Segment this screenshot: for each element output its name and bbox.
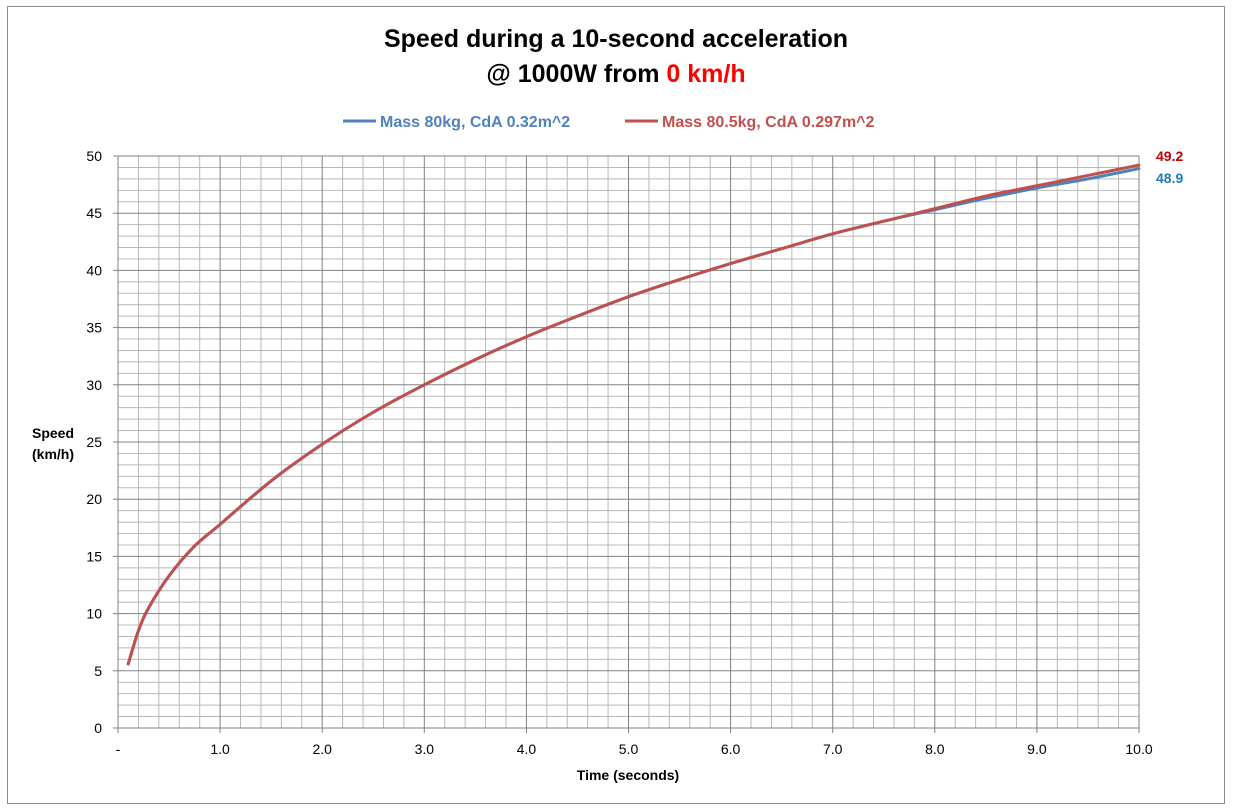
x-tick-label: 3.0	[415, 741, 435, 757]
end-label-series-1: 48.9	[1156, 170, 1183, 186]
chart-title-line2-highlight: 0 km/h	[666, 60, 745, 88]
x-tick-label: 1.0	[210, 741, 230, 757]
x-tick-label: 10.0	[1125, 741, 1152, 757]
axes	[113, 155, 1140, 733]
y-tick-labels: 0 5 10 15 20 25 30 35 40 45 50	[86, 148, 102, 736]
y-tick-label: 20	[86, 491, 102, 507]
y-tick-label: 50	[86, 148, 102, 164]
chart-title-line1: Speed during a 10-second acceleration	[384, 25, 848, 53]
major-gridlines	[118, 155, 1140, 728]
x-tick-label: 8.0	[925, 741, 945, 757]
x-tick-labels: - 1.0 2.0 3.0 4.0 5.0 6.0 7.0 8.0 9.0 10.0	[116, 741, 1153, 757]
y-axis-title-line2: (km/h)	[32, 446, 74, 462]
y-tick-label: 45	[86, 205, 102, 221]
y-tick-label: 5	[94, 663, 102, 679]
chart-title-line2-prefix: @ 1000W from	[486, 60, 666, 88]
x-tick-label: 2.0	[312, 741, 332, 757]
y-tick-label: 0	[94, 720, 102, 736]
x-tick-label: -	[116, 741, 121, 757]
legend: Mass 80kg, CdA 0.32m^2 Mass 80.5kg, CdA …	[343, 114, 875, 131]
series-line-2	[126, 163, 1141, 666]
x-tick-label: 9.0	[1027, 741, 1047, 757]
x-tick-label: 7.0	[823, 741, 843, 757]
y-tick-label: 15	[86, 548, 102, 564]
y-tick-label: 10	[86, 606, 102, 622]
y-axis-title-line1: Speed	[32, 425, 74, 441]
x-tick-label: 4.0	[517, 741, 537, 757]
y-tick-label: 40	[86, 262, 102, 278]
series-line-1	[126, 167, 1141, 666]
end-labels: 48.9 49.2	[1156, 148, 1183, 186]
series-lines	[126, 163, 1141, 666]
end-label-series-2: 49.2	[1156, 148, 1183, 164]
legend-label-series-1: Mass 80kg, CdA 0.32m^2	[380, 114, 570, 131]
y-tick-label: 35	[86, 320, 102, 336]
x-tick-label: 5.0	[619, 741, 639, 757]
y-tick-label: 25	[86, 434, 102, 450]
x-axis-title: Time (seconds)	[577, 767, 679, 783]
legend-label-series-2: Mass 80.5kg, CdA 0.297m^2	[662, 114, 875, 131]
y-tick-label: 30	[86, 377, 102, 393]
chart-title-line2: @ 1000W from 0 km/h	[486, 60, 745, 88]
x-tick-label: 6.0	[721, 741, 741, 757]
